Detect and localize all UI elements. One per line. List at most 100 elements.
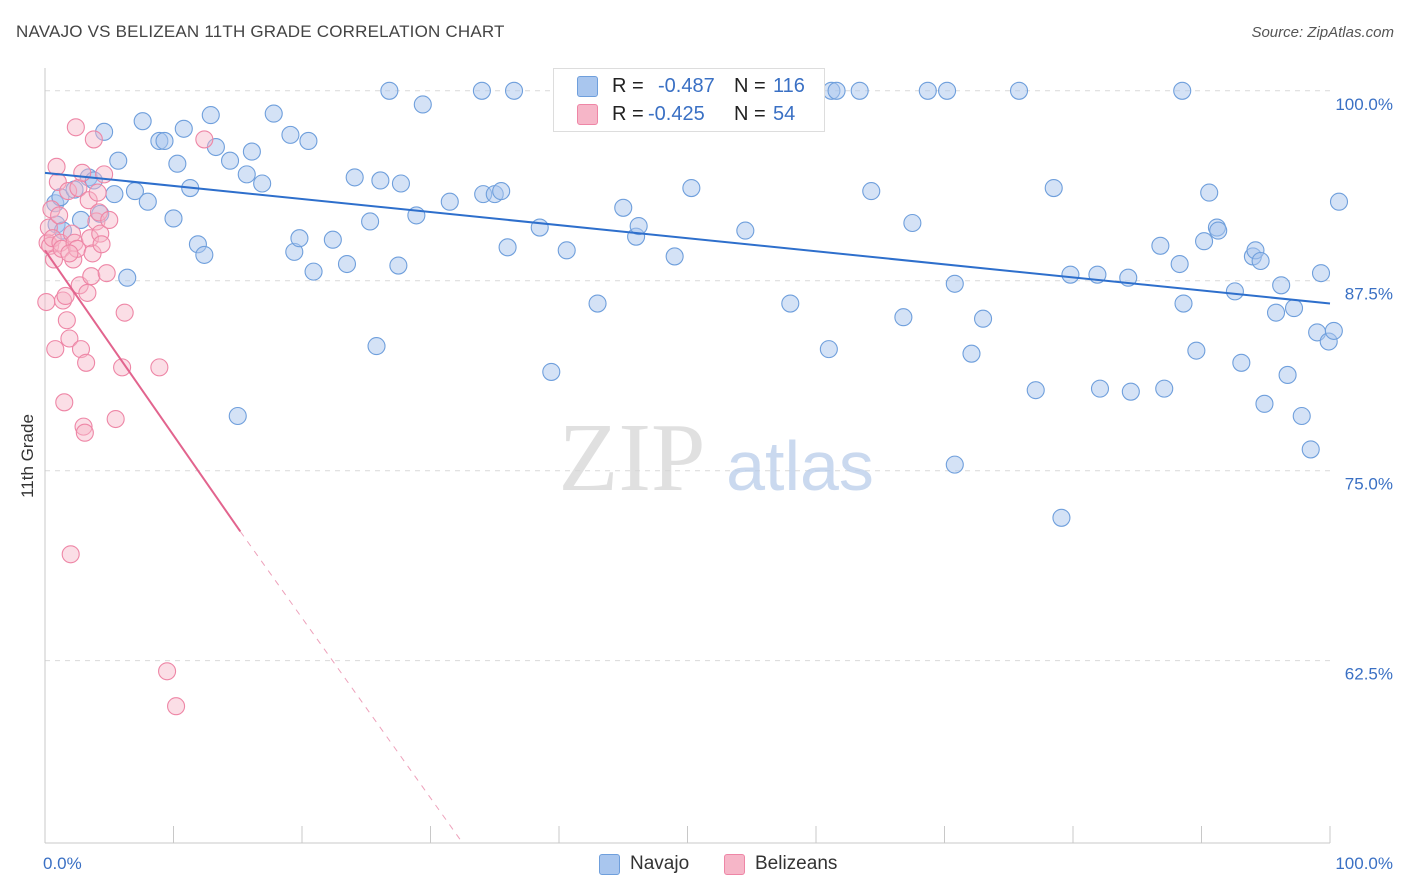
navajo-point bbox=[1009, 81, 1029, 100]
navajo-point bbox=[781, 294, 800, 313]
navajo-point bbox=[242, 142, 261, 161]
belizean-point bbox=[57, 311, 76, 330]
belizean-point bbox=[167, 697, 186, 716]
belizean-point bbox=[150, 358, 169, 377]
belizean-point bbox=[84, 130, 103, 149]
navajo-point bbox=[164, 209, 183, 228]
navajo-point bbox=[1272, 276, 1291, 295]
belizean-point bbox=[60, 329, 79, 348]
navajo-point bbox=[1200, 183, 1219, 202]
navajo-point bbox=[1173, 81, 1192, 100]
belizean-trend-extension bbox=[239, 531, 464, 844]
belizean-point bbox=[97, 264, 116, 283]
navajo-legend-swatch bbox=[599, 854, 620, 875]
navajo-point bbox=[281, 125, 300, 144]
navajo-point bbox=[195, 245, 214, 264]
belizean-point bbox=[158, 662, 177, 681]
navajo-point bbox=[367, 337, 386, 356]
belizean-point bbox=[75, 423, 94, 442]
navajo-point bbox=[155, 131, 174, 150]
belizean-point bbox=[69, 178, 88, 198]
y-tick-label: 87.5% bbox=[1345, 285, 1393, 304]
navajo-point bbox=[682, 178, 701, 198]
navajo-point bbox=[1278, 365, 1297, 385]
navajo-point bbox=[228, 406, 247, 426]
belizean-n-label: N = bbox=[734, 103, 766, 125]
source-label: Source: ZipAtlas.com bbox=[1251, 24, 1394, 41]
belizean-r-value: -0.425 bbox=[648, 103, 705, 125]
navajo-point bbox=[371, 171, 390, 190]
belizean-point bbox=[77, 353, 96, 372]
navajo-point bbox=[138, 192, 157, 211]
belizean-point bbox=[47, 157, 66, 176]
navajo-point bbox=[862, 182, 881, 201]
navajo-point bbox=[588, 294, 607, 313]
navajo-point bbox=[174, 119, 193, 138]
navajo-point bbox=[133, 112, 152, 131]
navajo-point bbox=[1052, 508, 1071, 527]
legend-row-belizean: R = -0.425 N = 54 bbox=[554, 100, 824, 128]
belizean-point bbox=[66, 118, 85, 137]
belizean-points bbox=[37, 118, 214, 716]
navajo-point bbox=[1174, 294, 1193, 313]
y-axis-label: 11th Grade bbox=[18, 414, 37, 498]
belizean-n-value: 54 bbox=[773, 103, 796, 125]
navajo-point bbox=[945, 455, 964, 474]
belizean-point bbox=[74, 417, 93, 436]
navajo-point bbox=[1251, 251, 1270, 271]
y-tick-label: 62.5% bbox=[1345, 665, 1393, 684]
belizean-point bbox=[195, 130, 214, 149]
navajo-point bbox=[1301, 440, 1320, 459]
navajo-point bbox=[290, 229, 309, 248]
navajo-point bbox=[391, 174, 410, 193]
belizean-point bbox=[92, 235, 111, 254]
navajo-point bbox=[389, 256, 408, 275]
belizean-legend-swatch bbox=[724, 854, 745, 875]
navajo-n-label: N = bbox=[734, 75, 766, 97]
navajo-point bbox=[299, 131, 318, 150]
trend-lines bbox=[44, 171, 1331, 844]
navajo-point bbox=[665, 247, 684, 266]
navajo-point bbox=[1292, 406, 1311, 426]
navajo-point bbox=[894, 308, 913, 327]
navajo-point bbox=[1187, 341, 1206, 360]
navajo-point bbox=[361, 212, 380, 231]
navajo-point bbox=[827, 81, 846, 100]
navajo-swatch bbox=[577, 76, 598, 97]
navajo-point bbox=[614, 198, 633, 217]
belizean-point bbox=[100, 210, 119, 230]
navajo-point bbox=[938, 81, 957, 100]
navajo-point bbox=[95, 122, 114, 141]
x-tick-label: 100.0% bbox=[1335, 854, 1393, 873]
belizean-point bbox=[106, 409, 125, 429]
navajo-trend-line bbox=[44, 171, 1331, 305]
belizean-r-label: R = bbox=[612, 103, 644, 125]
navajo-point bbox=[337, 254, 357, 274]
navajo-r-label: R = bbox=[612, 75, 644, 97]
x-tick-label: 0.0% bbox=[43, 854, 82, 873]
navajo-point bbox=[472, 81, 491, 100]
belizean-point bbox=[115, 303, 134, 322]
navajo-point bbox=[380, 81, 399, 100]
navajo-point bbox=[1266, 303, 1286, 322]
navajo-point bbox=[237, 165, 256, 184]
belizean-point bbox=[71, 340, 91, 359]
navajo-n-value: 116 bbox=[773, 75, 805, 97]
belizean-point bbox=[78, 283, 97, 302]
navajo-point bbox=[304, 262, 323, 281]
navajo-point bbox=[264, 104, 283, 123]
navajo-point bbox=[1225, 282, 1244, 301]
belizean-point bbox=[60, 244, 79, 263]
belizean-point bbox=[37, 292, 56, 312]
navajo-point bbox=[945, 274, 964, 293]
chart-title: NAVAJO VS BELIZEAN 11TH GRADE CORRELATIO… bbox=[16, 22, 505, 41]
watermark-zip: ZIP bbox=[559, 404, 706, 512]
navajo-point bbox=[1209, 221, 1228, 240]
belizean-swatch bbox=[577, 104, 598, 125]
navajo-point bbox=[1170, 254, 1189, 274]
navajo-point bbox=[903, 213, 922, 233]
navajo-point bbox=[973, 309, 993, 328]
navajo-point bbox=[109, 151, 128, 170]
navajo-point bbox=[1329, 192, 1349, 211]
navajo-point bbox=[557, 241, 576, 260]
